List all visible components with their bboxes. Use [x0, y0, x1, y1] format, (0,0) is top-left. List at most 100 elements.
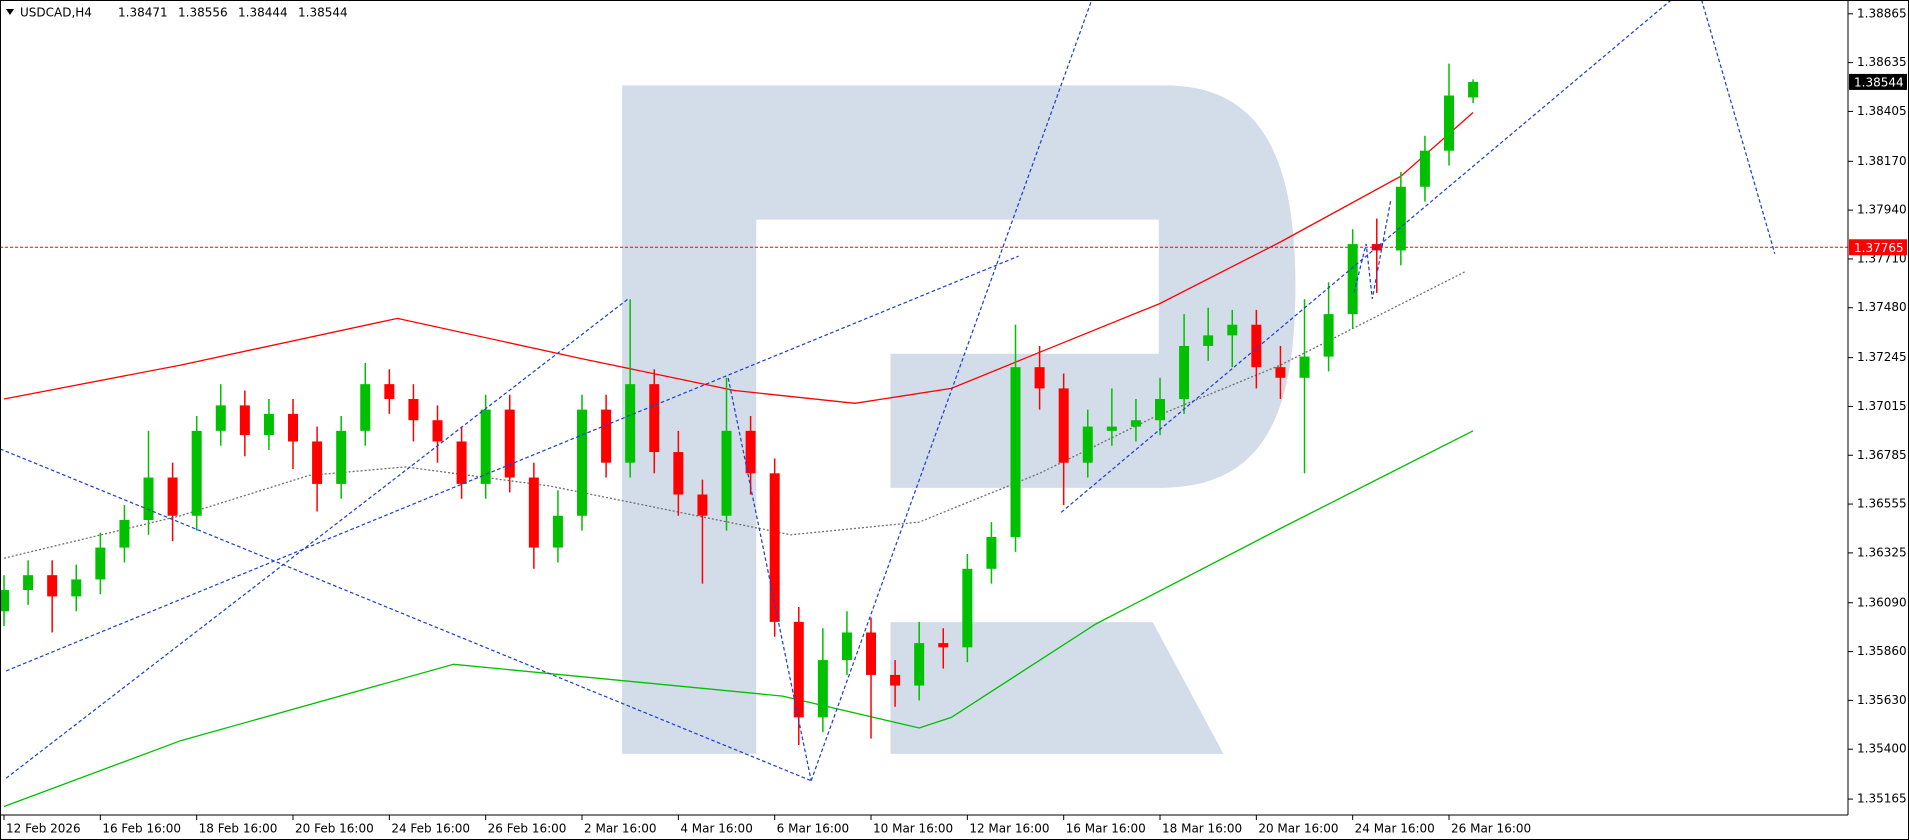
candle-body	[384, 384, 395, 400]
x-tick-label: 4 Mar 16:00	[680, 822, 753, 836]
candle-body	[360, 384, 371, 431]
candle-body	[673, 452, 684, 495]
candle-body	[962, 568, 973, 648]
x-tick-label: 6 Mar 16:00	[777, 822, 850, 836]
candle-body	[167, 477, 178, 516]
x-tick-label: 18 Feb 16:00	[199, 822, 278, 836]
candle-body	[119, 519, 130, 548]
candle-body	[1251, 324, 1262, 368]
logo-r-bowl	[622, 85, 1296, 754]
candle-body	[191, 430, 202, 516]
header-value: 1.38444	[238, 6, 288, 20]
x-tick-label: 10 Mar 16:00	[873, 822, 953, 836]
x-tick-label: 18 Mar 16:00	[1162, 822, 1242, 836]
candle-body	[914, 643, 925, 686]
trendline	[1701, 0, 1776, 254]
trendline	[5, 255, 1019, 672]
x-tick-label: 24 Feb 16:00	[391, 822, 470, 836]
candle-body	[1155, 399, 1166, 421]
candle-body	[601, 409, 612, 463]
y-tick-label: 1.36325	[1857, 545, 1907, 559]
candle-body	[95, 547, 106, 580]
y-tick-label: 1.38405	[1857, 104, 1907, 118]
candle-body	[793, 621, 804, 718]
candle-body	[817, 660, 828, 718]
candle-body	[1058, 388, 1069, 463]
y-tick-label: 1.36090	[1857, 595, 1907, 609]
candle-body	[1203, 335, 1214, 346]
candle-body	[986, 536, 997, 569]
candle-body	[263, 413, 274, 436]
level-tag-box	[1849, 239, 1907, 256]
candle-body	[841, 632, 852, 661]
header-arrow	[6, 9, 14, 15]
candle-body	[288, 413, 299, 442]
y-tick-label: 1.36555	[1857, 497, 1907, 511]
candle-body	[336, 430, 347, 484]
candle-body	[528, 477, 539, 548]
candle-body	[1227, 324, 1238, 336]
candle-body	[71, 579, 82, 597]
y-tick-label: 1.37940	[1857, 203, 1907, 217]
trendlines	[0, 0, 1776, 782]
candle-body	[23, 575, 34, 591]
candle-body	[745, 430, 756, 474]
candle-body	[1130, 420, 1141, 427]
x-tick-label: 2 Mar 16:00	[584, 822, 657, 836]
candle-body	[480, 409, 491, 484]
x-tick-label: 12 Mar 16:00	[969, 822, 1049, 836]
moving-average	[3, 430, 1474, 808]
candle-body	[312, 441, 323, 484]
level-tag: 1.37765	[1854, 241, 1904, 255]
x-tick-label: 12 Feb 2026	[6, 822, 81, 836]
moving-average	[3, 112, 1474, 404]
candle-body	[456, 441, 467, 484]
trendline	[1060, 0, 1672, 513]
x-tick-label: 16 Mar 16:00	[1066, 822, 1146, 836]
y-tick-label: 1.37245	[1857, 350, 1907, 364]
y-tick-label: 1.35860	[1857, 644, 1907, 658]
y-tick-label: 1.37015	[1857, 399, 1907, 413]
candle-body	[577, 409, 588, 516]
candle-body	[47, 575, 58, 597]
logo-r-leg	[890, 622, 1224, 754]
trendline	[810, 0, 1093, 781]
y-tick-label: 1.35630	[1857, 693, 1907, 707]
symbol: USDCAD,H4	[20, 6, 92, 20]
trendline	[727, 378, 812, 781]
candle-body	[1179, 345, 1190, 400]
candle-body	[0, 590, 10, 612]
x-tick-label: 16 Feb 16:00	[102, 822, 181, 836]
candle-body	[769, 473, 780, 622]
header-value: 1.38544	[298, 6, 348, 20]
candle-body	[649, 384, 660, 453]
price-tag: 1.38544	[1854, 75, 1904, 89]
header-value: 1.38556	[178, 6, 228, 20]
y-tick-label: 1.37480	[1857, 300, 1907, 314]
candle-body	[1082, 426, 1093, 463]
moving-average	[3, 271, 1466, 559]
y-tick-label: 1.38170	[1857, 154, 1907, 168]
plot	[0, 63, 1848, 808]
candle-body	[866, 632, 877, 675]
candle-body	[1347, 244, 1358, 315]
candle-body	[1275, 367, 1286, 378]
candle-body	[1395, 186, 1406, 251]
y-tick-label: 1.36785	[1857, 448, 1907, 462]
x-tick-label: 20 Mar 16:00	[1258, 822, 1338, 836]
candle-body	[408, 399, 419, 421]
price-tag-box	[1849, 73, 1907, 90]
y-tick-label: 1.38635	[1857, 55, 1907, 69]
candle-body	[432, 420, 443, 442]
x-tick-label: 26 Mar 16:00	[1451, 822, 1531, 836]
candle-body	[938, 643, 949, 648]
candle-body	[239, 405, 250, 436]
candle-body	[1106, 426, 1117, 431]
candle-body	[1444, 95, 1455, 151]
candle-body	[143, 477, 154, 520]
x-tick-label: 20 Feb 16:00	[295, 822, 374, 836]
candle-body	[1419, 150, 1430, 187]
candle-body	[1034, 367, 1045, 389]
trendline	[1353, 201, 1392, 299]
